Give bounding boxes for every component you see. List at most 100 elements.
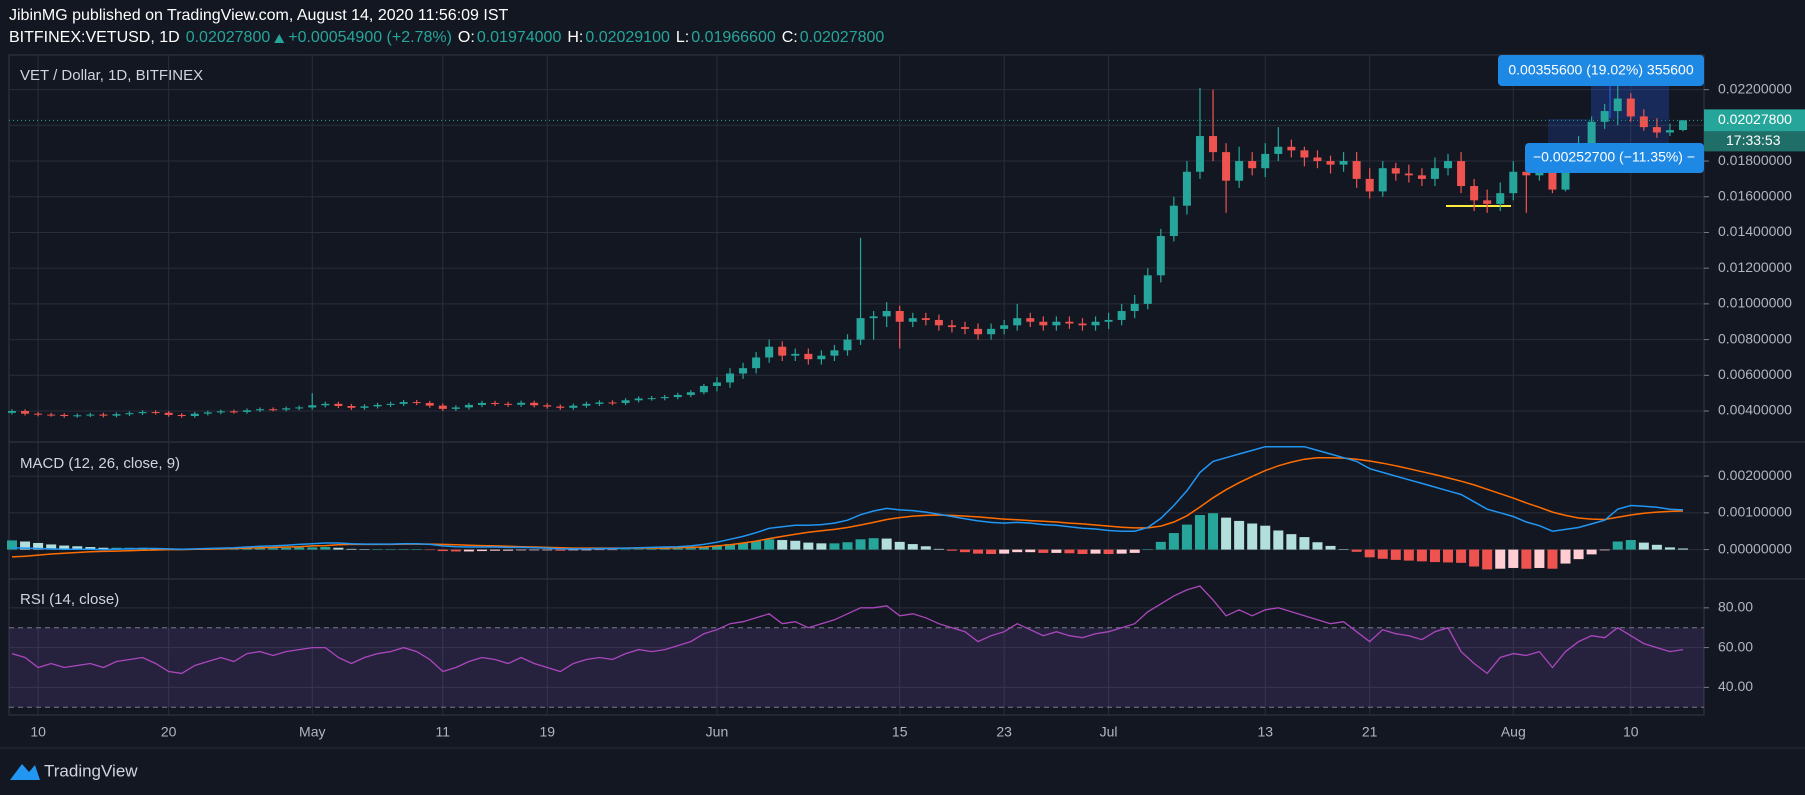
- histogram-bar: [1012, 549, 1023, 553]
- candle-body: [1104, 319, 1113, 322]
- candle-body: [1209, 136, 1218, 153]
- candle-body: [791, 353, 800, 356]
- histogram-bar: [1469, 549, 1480, 567]
- histogram-bar: [594, 549, 605, 551]
- candle-body: [138, 412, 147, 414]
- candle-body: [739, 368, 748, 374]
- x-tick-label: Jun: [706, 724, 729, 740]
- histogram-bar: [1142, 549, 1153, 550]
- measure-box: [1525, 143, 1704, 173]
- histogram-bar: [281, 547, 292, 550]
- histogram-bar: [320, 547, 331, 550]
- candle-body: [1561, 164, 1570, 190]
- candle-body: [1274, 146, 1283, 154]
- candle-body: [73, 415, 82, 417]
- symbol: BITFINEX:VETUSD, 1D: [9, 29, 180, 46]
- candle-body: [1470, 186, 1479, 201]
- candle-body: [334, 403, 343, 407]
- x-tick-label: 10: [1623, 724, 1639, 740]
- histogram-bar: [777, 540, 788, 550]
- candle-body: [112, 414, 121, 416]
- histogram-bar: [946, 549, 957, 551]
- x-tick-label: Jul: [1100, 724, 1118, 740]
- candle-body: [464, 404, 473, 408]
- candle-body: [595, 402, 604, 404]
- histogram-bar: [503, 549, 514, 551]
- candle-body: [203, 412, 212, 414]
- histogram-bar: [268, 548, 279, 550]
- candle-body: [1169, 205, 1178, 237]
- histogram-bar: [450, 549, 461, 552]
- candle-body: [712, 382, 721, 387]
- histogram-bar: [555, 549, 566, 551]
- candle-body: [1143, 275, 1152, 304]
- candle-body: [1378, 168, 1387, 192]
- candle-body: [1313, 157, 1322, 162]
- ohlc-value: 0.01974000: [477, 29, 562, 46]
- ohlc-label: O:: [458, 29, 475, 46]
- histogram-bar: [568, 549, 579, 551]
- histogram-bar: [659, 548, 670, 550]
- histogram-bar: [711, 545, 722, 550]
- measure-label: −0.00252700 (−11.35%) −: [1533, 149, 1695, 165]
- histogram-bar: [490, 549, 501, 551]
- candle-body: [1065, 321, 1074, 324]
- candle-body: [1665, 130, 1674, 133]
- y-tick-label: 0.00400000: [1718, 402, 1792, 418]
- price-change: +0.00054900 (+2.78%): [288, 29, 452, 46]
- candle-body: [895, 311, 904, 322]
- rsi-line: [11, 585, 1684, 675]
- candle-body: [412, 402, 421, 404]
- candle-body: [621, 400, 630, 403]
- histogram-bar: [764, 539, 775, 550]
- candle-body: [569, 405, 578, 408]
- ohlc-value: 0.02029100: [585, 29, 670, 46]
- y-tick-label: 60.00: [1718, 638, 1753, 654]
- histogram-bar: [1390, 549, 1401, 560]
- candle-body: [1444, 161, 1453, 169]
- histogram-bar: [1599, 549, 1610, 551]
- histogram-bar: [1038, 549, 1049, 553]
- candle-body: [1182, 171, 1191, 206]
- candle-body: [1417, 175, 1426, 179]
- candle-body: [321, 403, 330, 406]
- histogram-bar: [1155, 541, 1166, 550]
- candle-body: [491, 402, 500, 404]
- histogram-bar: [1521, 549, 1532, 569]
- candle-body: [817, 355, 826, 360]
- candle-body: [530, 402, 539, 406]
- candle-body: [582, 403, 591, 406]
- candle-body: [1039, 321, 1048, 326]
- histogram-bar: [346, 548, 357, 550]
- candle-body: [1639, 116, 1648, 128]
- candle-body: [1430, 168, 1439, 179]
- candle-body: [1052, 321, 1061, 326]
- candle-body: [21, 411, 30, 414]
- candle-body: [425, 402, 434, 406]
- candle-body: [686, 392, 695, 395]
- histogram-bar: [959, 549, 970, 553]
- histogram-bar: [607, 549, 618, 551]
- x-tick-label: 10: [30, 724, 46, 740]
- publisher-line: JibinMG published on TradingView.com, Au…: [9, 7, 509, 24]
- candle-body: [1326, 161, 1335, 165]
- histogram-bar: [1325, 545, 1336, 550]
- candle-body: [347, 406, 356, 408]
- candle-body: [1509, 171, 1518, 194]
- y-tick-label: 0.00100000: [1718, 504, 1792, 520]
- histogram-bar: [803, 542, 814, 550]
- histogram-bar: [46, 544, 57, 550]
- histogram-bar: [1221, 517, 1232, 550]
- histogram-bar: [1090, 549, 1101, 554]
- histogram-bar: [1025, 549, 1036, 553]
- plot-frame: [8, 54, 1705, 716]
- histogram-bar: [1273, 530, 1284, 550]
- candle-body: [177, 414, 186, 417]
- histogram-bar: [1208, 513, 1219, 550]
- histogram-bar: [620, 549, 631, 551]
- candle-body: [399, 402, 408, 404]
- histogram-bar: [842, 542, 853, 550]
- candle-body: [673, 394, 682, 398]
- candle-body: [256, 409, 265, 411]
